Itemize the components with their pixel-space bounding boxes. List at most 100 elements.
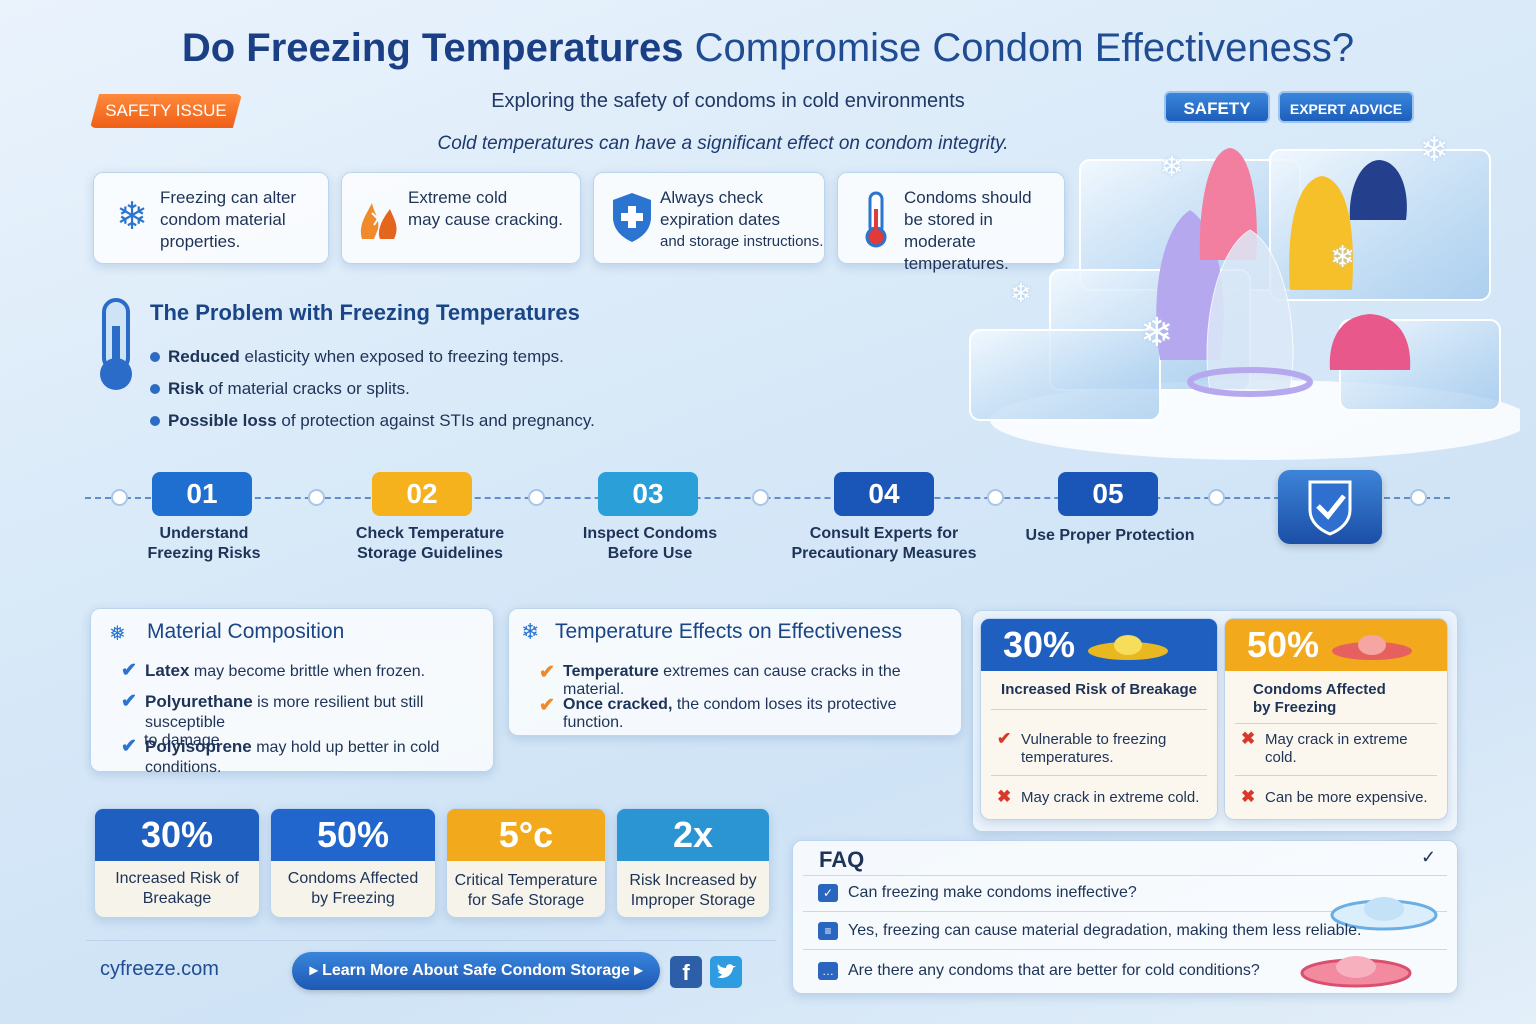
stat-value: 30% [95, 809, 259, 861]
twitter-icon[interactable] [710, 956, 742, 988]
step-label-line: Check Temperature [355, 525, 505, 542]
problem-bullet: Reduced elasticity when exposed to freez… [150, 347, 564, 367]
step-label-line: Precautionary Measures [791, 545, 977, 562]
material-composition-card: ❅ Material Composition ✔ Latex may become… [90, 608, 494, 776]
label-line: Breakage [142, 890, 212, 907]
item-text: may become brittle when frozen. [189, 663, 426, 680]
faq-question-2[interactable]: Are there any condoms that are better fo… [848, 962, 1260, 979]
facebook-icon[interactable]: f [670, 956, 702, 988]
timeline-dot [1410, 489, 1427, 506]
problem-bullet: Risk of material cracks or splits. [150, 379, 410, 399]
item-bold: Polyurethane [145, 692, 253, 711]
material-item: ✔ Polyisoprene may hold up better in cold… [121, 736, 493, 777]
faq-title: FAQ [819, 847, 865, 872]
bullet-text: of material cracks or splits. [203, 379, 410, 398]
compare-card-affected: 50% Condoms Affected by Freezing ✖ May cra… [1224, 618, 1448, 820]
item-text: May crack in extreme [1265, 731, 1408, 748]
info-card-text: Always check [660, 188, 763, 207]
info-card-expiration: Always check expiration dates and storag… [593, 172, 825, 264]
condom-icon [1329, 633, 1415, 661]
info-card-storage: Condoms should be stored in moderate tem… [837, 172, 1065, 273]
timeline-dot [1208, 489, 1225, 506]
step-label-line: Consult Experts for [809, 525, 959, 542]
frozen-condoms-illustration [960, 120, 1530, 460]
thermometer-icon [850, 189, 902, 248]
label-line: Condoms Affected [287, 870, 419, 887]
step-2-number[interactable]: 02 [372, 472, 472, 516]
check-icon: ✔ [121, 691, 137, 712]
item-text: may hold up better in cold conditions. [145, 739, 440, 776]
step-4-label: Consult Experts for Precautionary Measure… [784, 524, 984, 564]
info-card-text: properties. [160, 232, 241, 251]
faq-answer-1: Yes, freezing can cause material degrada… [848, 922, 1362, 939]
expert-advice-badge[interactable]: EXPERT ADVICE [1278, 91, 1414, 123]
info-card-text: condom material [160, 210, 286, 229]
divider [803, 875, 1447, 876]
compare-item: ✖ May crack in extreme cold. [1241, 730, 1408, 767]
shield-icon [606, 189, 658, 245]
label-line: Critical Temperature [454, 872, 598, 889]
bullet-text: elasticity when exposed to freezing temp… [239, 347, 564, 366]
info-card-text: be stored in moderate [904, 210, 993, 251]
timeline-dot [111, 489, 128, 506]
stat-value: 50% [271, 809, 435, 861]
info-card-text: temperatures. [904, 254, 1009, 273]
step-label-line: Before Use [607, 545, 693, 562]
check-icon: ✔ [121, 736, 137, 757]
site-link[interactable]: cyfreeze.com [100, 958, 219, 980]
question-icon: ✓ [818, 884, 838, 902]
timeline-dot [752, 489, 769, 506]
item-text: cold. [1265, 749, 1297, 766]
problem-title: The Problem with Freezing Temperatures [150, 300, 580, 325]
label-line: Risk Increased by [629, 872, 757, 889]
condom-icon [1085, 633, 1171, 661]
label-line: Increased Risk of [115, 870, 239, 887]
check-icon: ✔ [121, 660, 137, 681]
stat-label: Condoms Affected by Freezing [271, 869, 435, 909]
ice-icon: ❅ [109, 623, 126, 645]
chevron-down-icon[interactable]: ✓ [1421, 847, 1437, 867]
item-bold: Once cracked, [563, 696, 673, 713]
compare-label: Condoms Affected by Freezing [1253, 681, 1447, 717]
step-3-label: Inspect Condoms Before Use [570, 524, 730, 564]
step-label-line: Inspect Condoms [582, 525, 718, 542]
stat-value: 5°c [447, 809, 605, 861]
label-line: by Freezing [311, 890, 395, 907]
info-card-text: Extreme cold [408, 188, 508, 207]
step-2-label: Check Temperature Storage Guidelines [340, 524, 520, 564]
cross-icon: ✖ [997, 787, 1012, 806]
stat-label: Critical Temperature for Safe Storage [447, 871, 605, 911]
material-title: Material Composition [147, 620, 345, 643]
info-card-text: Freezing can alter [160, 188, 297, 207]
item-text: Can be more expensive. [1265, 789, 1428, 806]
label-line: Condoms Affected [1253, 681, 1386, 698]
arrow-icon: ▸ [629, 962, 643, 979]
divider [991, 775, 1207, 776]
title-rest: Compromise Condom Effectiveness? [694, 26, 1355, 70]
step-label-line: Use Proper Protection [1025, 527, 1195, 544]
info-card-text: may cause cracking. [408, 210, 563, 229]
compare-item: ✖ Can be more expensive. [1241, 788, 1428, 807]
compare-label: Increased Risk of Breakage [1001, 681, 1197, 698]
step-5-number[interactable]: 05 [1058, 472, 1158, 516]
step-1-label: Understand Freezing Risks [124, 524, 284, 564]
item-text: extremes can cause cracks in the materia… [563, 663, 901, 698]
step-3-number[interactable]: 03 [598, 472, 698, 516]
label-line: for Safe Storage [467, 892, 585, 909]
tagline: Cold temperatures can have a significant… [437, 133, 1009, 154]
stat-value: 2x [617, 809, 769, 861]
snowflake-icon: ❄ [1010, 278, 1032, 308]
safety-badge[interactable]: SAFETY [1164, 91, 1270, 123]
step-1-number[interactable]: 01 [152, 472, 252, 516]
thermometer-icon [88, 296, 144, 396]
snowflake-icon: ❄ [1330, 241, 1356, 274]
step-label-line: Understand [159, 525, 249, 542]
chat-icon: … [818, 962, 838, 980]
timeline-dot [528, 489, 545, 506]
faq-question-1[interactable]: Can freezing make condoms ineffective? [848, 884, 1137, 901]
learn-more-button[interactable]: ▸ Learn More About Safe Condom Storage ▸ [292, 952, 660, 990]
material-item: ✔ Polyurethane is more resilient but stil… [121, 691, 493, 750]
step-4-number[interactable]: 04 [834, 472, 934, 516]
safety-issue-tag: SAFETY ISSUE [90, 94, 242, 128]
cross-icon: ✖ [1241, 729, 1256, 748]
